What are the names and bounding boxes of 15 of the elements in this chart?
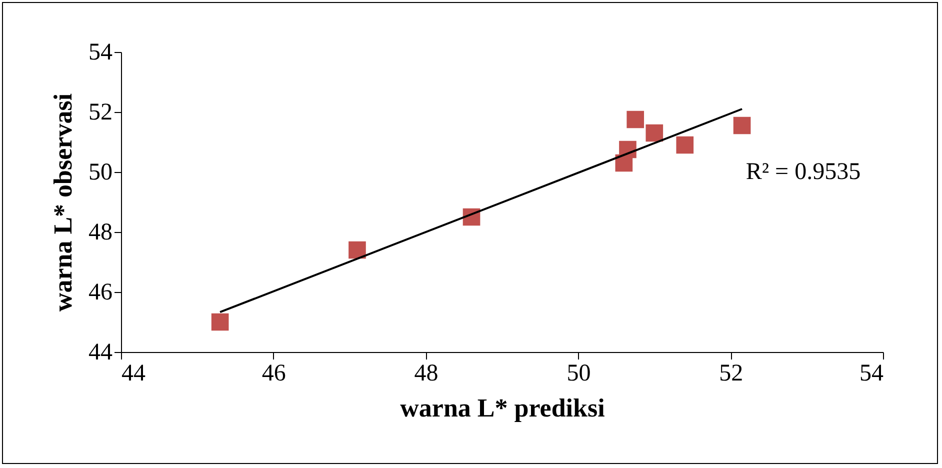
x-axis-title: warna L* prediksi <box>400 394 605 422</box>
y-tick-label: 52 <box>88 100 112 126</box>
y-axis-title: warna L* observasi <box>48 93 78 312</box>
x-tick-label: 50 <box>566 360 591 386</box>
y-tick-label: 50 <box>88 160 112 186</box>
x-tick-label: 54 <box>860 360 884 386</box>
x-tick-label: 52 <box>719 360 744 386</box>
y-tick-label: 46 <box>88 280 112 306</box>
y-tick-label: 54 <box>88 40 112 66</box>
x-tick-label: 48 <box>414 360 438 386</box>
y-tick-label: 48 <box>88 220 112 246</box>
x-tick-label: 46 <box>262 360 286 386</box>
annotation: R² = 0.9535 <box>746 159 861 185</box>
y-tick-label: 44 <box>88 340 112 366</box>
x-tick-label: 44 <box>122 360 146 386</box>
